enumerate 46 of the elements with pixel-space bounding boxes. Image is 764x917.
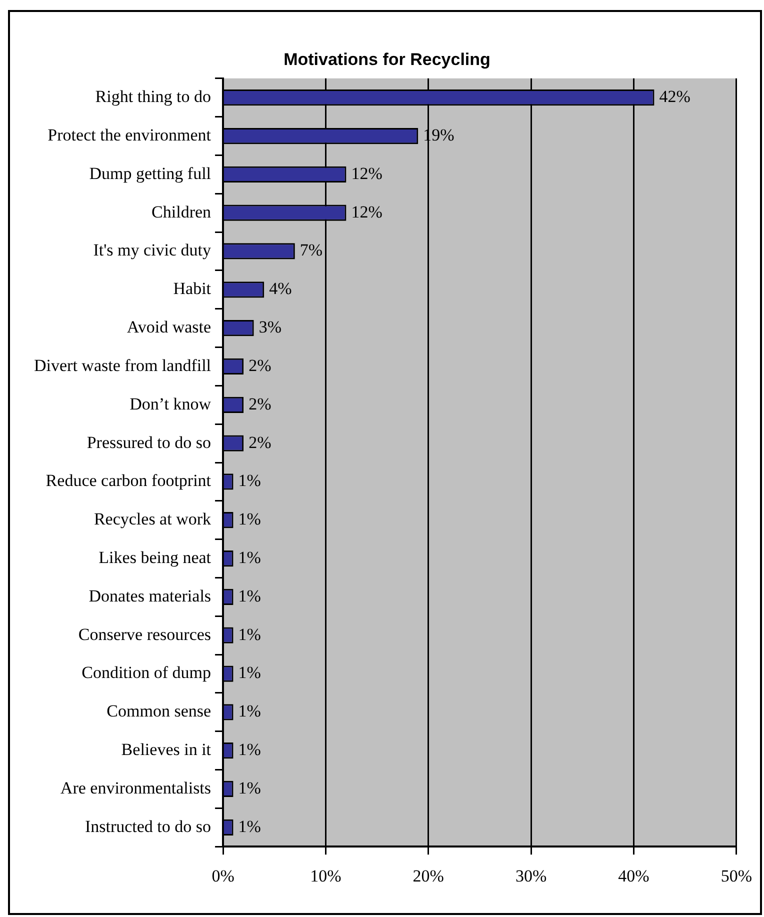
data-label: 1% [238, 471, 261, 490]
data-label: 4% [269, 279, 292, 298]
y-tick-label: Are environmentalists [60, 778, 212, 798]
chart-title: Motivations for Recycling [284, 50, 490, 69]
data-label: 1% [238, 624, 261, 644]
data-label: 42% [659, 87, 690, 106]
data-label: 12% [351, 202, 382, 222]
y-tick-label: Dump getting full [89, 164, 212, 183]
x-tick-label: 0% [212, 866, 234, 886]
data-label: 3% [258, 318, 282, 337]
data-label: 1% [238, 586, 261, 606]
y-tick-label: Don’t know [130, 394, 212, 414]
data-label: 7% [300, 240, 323, 260]
y-tick-label: Instructed to do so [84, 816, 212, 836]
y-tick-label: Donates materials [88, 586, 212, 606]
data-label: 1% [238, 778, 261, 798]
y-tick-label: Believes in it [121, 740, 212, 760]
x-tick-label: 10% [310, 866, 342, 886]
data-label: 1% [238, 702, 261, 721]
y-tick-label: Recycles at work [94, 510, 212, 529]
y-tick-label: Pressured to do so [86, 432, 212, 452]
data-label: 2% [248, 394, 272, 414]
data-label: 1% [238, 663, 261, 682]
y-tick-label: Children [152, 202, 212, 222]
x-tick-label: 40% [618, 866, 650, 886]
data-label: 1% [238, 548, 261, 567]
data-label: 2% [248, 432, 272, 452]
y-tick-label: Common sense [106, 702, 212, 721]
y-tick-label: Conserve resources [78, 624, 212, 644]
data-label: 1% [238, 816, 261, 836]
y-tick-label: Avoid waste [126, 318, 212, 337]
x-tick-label: 30% [515, 866, 547, 886]
y-tick-label: Divert waste from landfill [34, 356, 212, 375]
y-tick-label: Protect the environment [48, 125, 212, 144]
data-label: 1% [238, 740, 261, 760]
y-tick-label: It's my civic duty [93, 240, 212, 260]
x-tick-label: 20% [412, 866, 444, 886]
data-label: 12% [351, 164, 382, 183]
data-label: 2% [248, 356, 272, 375]
y-tick-label: Condition of dump [82, 663, 212, 682]
y-tick-label: Right thing to do [95, 87, 212, 106]
y-tick-label: Reduce carbon footprint [46, 471, 212, 490]
x-tick-label: 50% [720, 866, 752, 886]
data-label: 1% [238, 510, 261, 529]
y-tick-label: Habit [173, 279, 212, 298]
y-tick-label: Likes being neat [98, 548, 212, 567]
